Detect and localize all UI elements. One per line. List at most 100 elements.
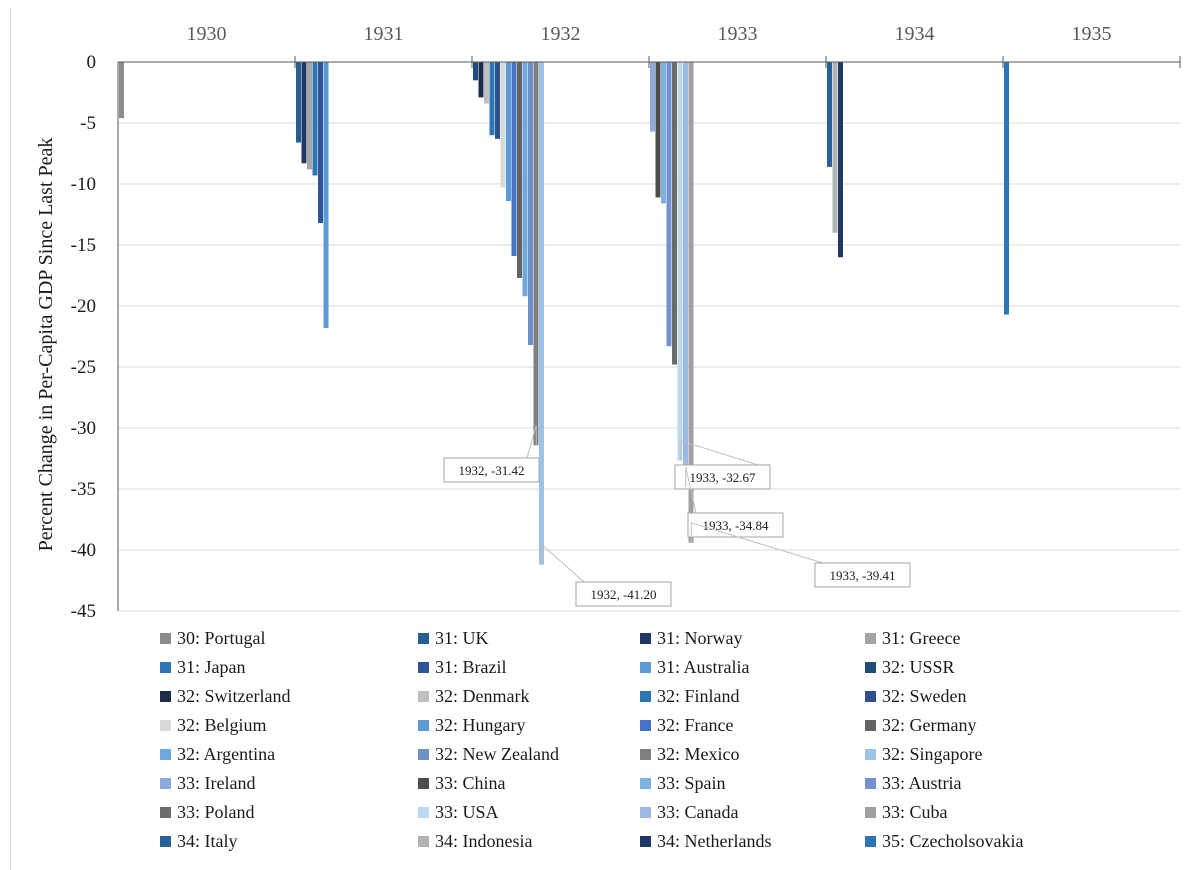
y-tick-label: -35 xyxy=(71,479,96,500)
bar xyxy=(489,62,495,136)
legend-item: 33: Spain xyxy=(640,771,726,795)
legend-label: 33: Cuba xyxy=(882,801,948,822)
legend-label: 32: Belgium xyxy=(177,714,267,735)
y-tick-label: -45 xyxy=(71,601,96,622)
y-tick-label: -15 xyxy=(71,235,96,256)
legend-label: 34: Italy xyxy=(177,830,238,851)
bar xyxy=(677,62,683,461)
y-tick-label: -5 xyxy=(80,113,96,134)
legend-label: 32: Sweden xyxy=(882,685,967,706)
legend-item: 32: Sweden xyxy=(865,684,967,708)
annotation-label: 1932, -31.42 xyxy=(458,463,524,478)
legend-swatch xyxy=(418,748,429,760)
legend-item: 33: USA xyxy=(418,800,499,824)
legend-label: 32: Argentina xyxy=(177,743,276,764)
y-axis-title: Percent Change in Per-Capita GDP Since L… xyxy=(35,138,57,552)
legend-label: 31: UK xyxy=(435,627,489,648)
annotation-leader xyxy=(526,425,537,459)
legend-label: 32: Denmark xyxy=(435,685,530,706)
legend-item: 31: Norway xyxy=(640,626,742,650)
legend-item: 33: Canada xyxy=(640,800,738,824)
bar xyxy=(506,62,511,202)
annotation-label: 1932, -41.20 xyxy=(590,587,656,602)
legend-label: 35: Czecholsovakia xyxy=(882,830,1024,851)
legend-item: 34: Netherlands xyxy=(640,829,771,853)
legend-item: 32: Denmark xyxy=(418,684,529,708)
annotation-box xyxy=(687,512,784,538)
legend-swatch xyxy=(865,806,876,818)
bar xyxy=(307,62,312,170)
bar xyxy=(539,62,544,565)
legend-label: 32: Singapore xyxy=(882,743,983,764)
annotation-box xyxy=(814,562,911,588)
legend-label: 32: France xyxy=(657,714,734,735)
legend-item: 35: Czecholsovakia xyxy=(865,829,1023,853)
bar xyxy=(650,62,655,132)
legend-swatch xyxy=(160,806,171,818)
legend-item: 31: Greece xyxy=(865,626,960,650)
legend-label: 32: USSR xyxy=(882,656,955,677)
legend-swatch xyxy=(865,632,876,644)
bar xyxy=(688,62,694,543)
annotation-label: 1933, -32.67 xyxy=(689,470,756,485)
legend-label: 32: Finland xyxy=(657,685,740,706)
legend-swatch xyxy=(640,719,651,731)
year-label: 1935 xyxy=(1072,23,1112,45)
bar xyxy=(533,62,539,446)
bar xyxy=(500,62,506,188)
legend-swatch xyxy=(640,661,651,673)
bar xyxy=(655,62,661,198)
legend-item: 32: Hungary xyxy=(418,713,525,737)
legend-swatch xyxy=(640,777,651,789)
annotation-box xyxy=(443,457,540,483)
legend-label: 33: Poland xyxy=(177,801,255,822)
bar xyxy=(323,62,329,328)
legend-label: 32: Germany xyxy=(882,714,977,735)
year-label: 1931 xyxy=(364,23,404,45)
legend-label: 32: Mexico xyxy=(657,743,740,764)
legend-label: 33: Canada xyxy=(657,801,739,822)
legend-label: 31: Japan xyxy=(177,656,246,677)
legend-item: 32: Singapore xyxy=(865,742,983,766)
legend-swatch xyxy=(865,835,876,847)
legend-label: 32: Switzerland xyxy=(177,685,291,706)
legend-item: 33: Ireland xyxy=(160,771,255,795)
legend-swatch xyxy=(865,748,876,760)
legend-swatch xyxy=(640,748,651,760)
legend-item: 32: Switzerland xyxy=(160,684,290,708)
bar xyxy=(672,62,677,365)
bar xyxy=(312,62,318,176)
legend-item: 32: Belgium xyxy=(160,713,267,737)
annotation-box xyxy=(674,464,771,490)
annotation-label: 1933, -34.84 xyxy=(702,518,769,533)
legend-item: 33: Poland xyxy=(160,800,255,824)
annotation-leader xyxy=(691,522,824,564)
legend-label: 33: USA xyxy=(435,801,499,822)
legend-swatch xyxy=(160,690,171,702)
legend-swatch xyxy=(160,835,171,847)
annotation-box xyxy=(575,581,672,607)
y-tick-label: -25 xyxy=(71,357,96,378)
legend-label: 33: China xyxy=(435,772,506,793)
bar xyxy=(301,62,307,164)
legend-item: 33: China xyxy=(418,771,506,795)
bar xyxy=(832,62,838,233)
y-tick-label: -10 xyxy=(71,174,96,195)
year-label: 1933 xyxy=(718,23,758,45)
legend-label: 31: Greece xyxy=(882,627,961,648)
legend-swatch xyxy=(418,632,429,644)
legend-swatch xyxy=(640,632,651,644)
bar xyxy=(119,62,124,119)
legend-item: 31: UK xyxy=(418,626,489,650)
legend-label: 31: Brazil xyxy=(435,656,507,677)
bar xyxy=(661,62,666,204)
legend-swatch xyxy=(865,661,876,673)
legend-swatch xyxy=(418,835,429,847)
legend-item: 32: Germany xyxy=(865,713,976,737)
legend-swatch xyxy=(160,632,171,644)
legend-item: 34: Italy xyxy=(160,829,238,853)
legend-swatch xyxy=(865,719,876,731)
legend-swatch xyxy=(640,690,651,702)
legend-item: 32: USSR xyxy=(865,655,955,679)
